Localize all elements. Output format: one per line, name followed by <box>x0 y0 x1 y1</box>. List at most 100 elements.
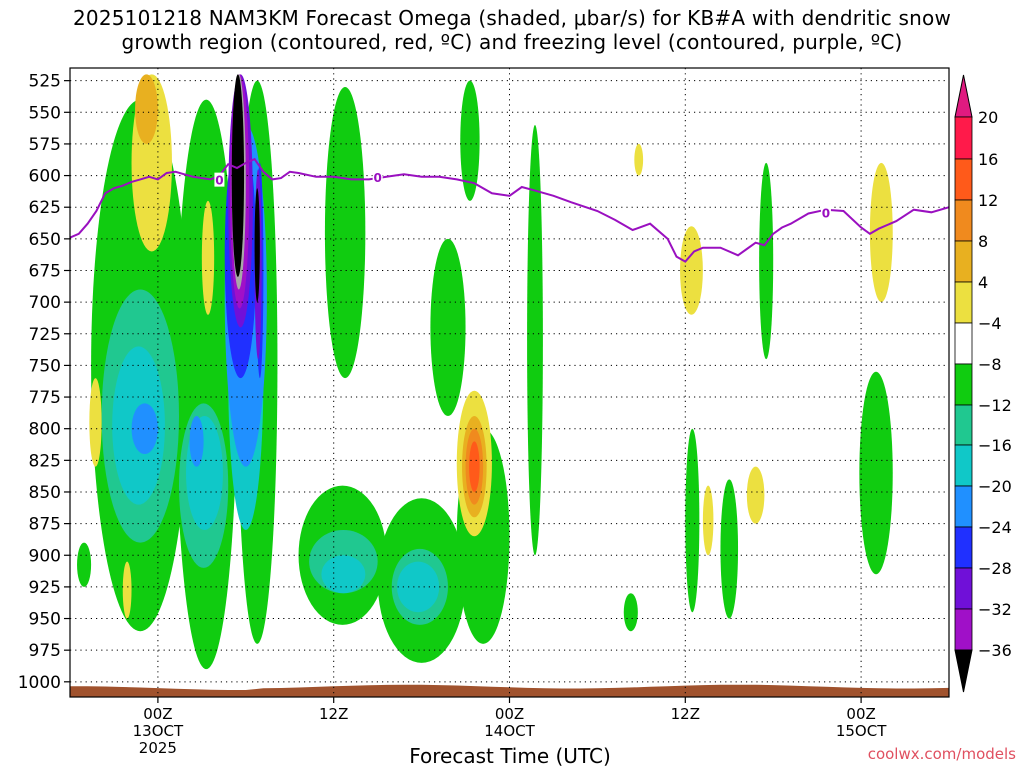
x-tick-label-2-1: 14OCT <box>484 722 535 740</box>
omega-region-35 <box>254 188 260 303</box>
plot-gridlines <box>70 68 949 697</box>
colorbar-swatch-6 <box>954 363 973 406</box>
omega-region-43 <box>746 466 765 524</box>
omega-region-24 <box>396 561 440 613</box>
freezing-level-line <box>70 157 949 263</box>
colorbar-label-7: −12 <box>978 396 1012 415</box>
y-tick-label-1000: 1000 <box>18 673 61 693</box>
colorbar-label-2: 12 <box>978 191 998 210</box>
x-tick-label-1-0: 12Z <box>319 705 348 723</box>
source-credit: coolwx.com/models <box>867 745 1016 763</box>
freezing-label-bg-0 <box>214 172 225 187</box>
y-tick-label-975: 975 <box>29 641 61 661</box>
y-tick-label-750: 750 <box>29 356 61 376</box>
colorbar-label-9: −20 <box>978 477 1012 496</box>
omega-region-12 <box>685 428 700 613</box>
colorbar-swatch-5 <box>954 322 973 365</box>
freezing-label-bg-2 <box>820 205 831 220</box>
colorbar-swatch-0 <box>954 116 973 160</box>
colorbar-swatch-10 <box>954 526 973 569</box>
omega-region-15 <box>859 371 893 575</box>
x-axis-title: Forecast Time (UTC) <box>409 744 611 768</box>
omega-region-23 <box>321 555 366 594</box>
y-tick-label-950: 950 <box>29 610 61 630</box>
y-tick-label-850: 850 <box>29 483 61 503</box>
colorbar-swatch-4 <box>954 281 973 324</box>
colorbar-legend: 20 16 12 8 4 −4 −8 −12 −16 −20 −24 −28 −32 −36 <box>954 74 1012 693</box>
omega-region-38 <box>122 561 132 619</box>
x-tick-label-2-0: 00Z <box>495 705 524 723</box>
colorbar-label-8: −16 <box>978 436 1012 455</box>
y-tick-label-600: 600 <box>29 167 61 187</box>
y-tick-label-825: 825 <box>29 451 61 471</box>
freezing-label-bg-1 <box>372 170 383 185</box>
y-tick-label-875: 875 <box>29 515 61 535</box>
colorbar-label-1: 16 <box>978 150 998 169</box>
chart-title-line-2: growth region (contoured, red, ºC) and f… <box>121 30 903 54</box>
colorbar-swatch-2 <box>954 199 973 242</box>
omega-region-10 <box>527 124 543 556</box>
y-tick-label-925: 925 <box>29 578 61 598</box>
y-tick-label-775: 775 <box>29 388 61 408</box>
y-tick-label-725: 725 <box>29 325 61 345</box>
colorbar-label-4: 4 <box>978 273 988 292</box>
colorbar-label-5: −4 <box>978 314 1002 333</box>
y-tick-label-525: 525 <box>29 72 61 92</box>
colorbar-label-12: −32 <box>978 600 1012 619</box>
colorbar-label-6: −8 <box>978 355 1002 374</box>
chart-title-line-1: 2025101218 NAM3KM Forecast Omega (shaded… <box>72 6 952 30</box>
colorbar-swatch-7 <box>954 404 973 446</box>
colorbar-label-11: −28 <box>978 559 1012 578</box>
omega-region-26 <box>189 416 204 467</box>
omega-region-7 <box>460 80 480 201</box>
freezing-level-label-2: 0 <box>822 207 830 221</box>
colorbar-swatch-11 <box>954 567 973 610</box>
x-tick-label-0-0: 00Z <box>143 705 172 723</box>
x-tick-label-4-1: 15OCT <box>836 722 887 740</box>
x-tick-label-0-1: 13OCT <box>133 722 184 740</box>
colorbar-swatch-8 <box>954 444 973 487</box>
omega-region-49 <box>469 441 480 492</box>
omega-region-46 <box>135 74 158 144</box>
x-tick-label-3-0: 12Z <box>671 705 700 723</box>
omega-region-0 <box>77 542 92 587</box>
colorbar-swatch-9 <box>954 485 973 528</box>
freezing-level-contour: 0 0 0 <box>70 157 949 263</box>
omega-region-14 <box>759 162 774 360</box>
ground-surface <box>70 684 949 697</box>
x-tick-label-0-2: 2025 <box>139 739 177 757</box>
omega-region-44 <box>634 143 644 176</box>
omega-region-39 <box>201 200 215 315</box>
colorbar-swatch-1 <box>954 158 973 201</box>
ground-surface-band <box>70 684 949 697</box>
omega-region-34 <box>231 74 245 277</box>
freezing-level-label-0: 0 <box>215 174 223 188</box>
omega-region-37 <box>89 378 102 467</box>
omega-region-11 <box>623 593 638 632</box>
omega-region-25 <box>131 403 158 455</box>
colorbar-label-3: 8 <box>978 232 988 251</box>
omega-region-42 <box>702 485 714 556</box>
colorbar-top-arrow <box>954 74 973 118</box>
y-tick-label-675: 675 <box>29 261 61 281</box>
omega-region-4 <box>324 86 366 379</box>
y-tick-label-575: 575 <box>29 135 61 155</box>
omega-region-13 <box>720 479 739 619</box>
y-axis: 525 550 575 600 625 650 675 700 725 750 775 800 825 8… <box>18 72 70 693</box>
freezing-level-label-1: 0 <box>373 171 381 185</box>
omega-shading <box>77 74 893 670</box>
y-tick-label-550: 550 <box>29 103 61 123</box>
x-tick-label-4-0: 00Z <box>846 705 875 723</box>
colorbar-swatch-3 <box>954 240 973 283</box>
y-tick-label-700: 700 <box>29 293 61 313</box>
colorbar-swatch-12 <box>954 608 973 651</box>
y-tick-label-800: 800 <box>29 420 61 440</box>
y-tick-label-625: 625 <box>29 198 61 218</box>
y-tick-label-650: 650 <box>29 230 61 250</box>
colorbar-label-10: −24 <box>978 518 1012 537</box>
y-tick-label-900: 900 <box>29 546 61 566</box>
omega-region-45 <box>869 162 893 303</box>
colorbar-label-13: −36 <box>978 641 1012 660</box>
